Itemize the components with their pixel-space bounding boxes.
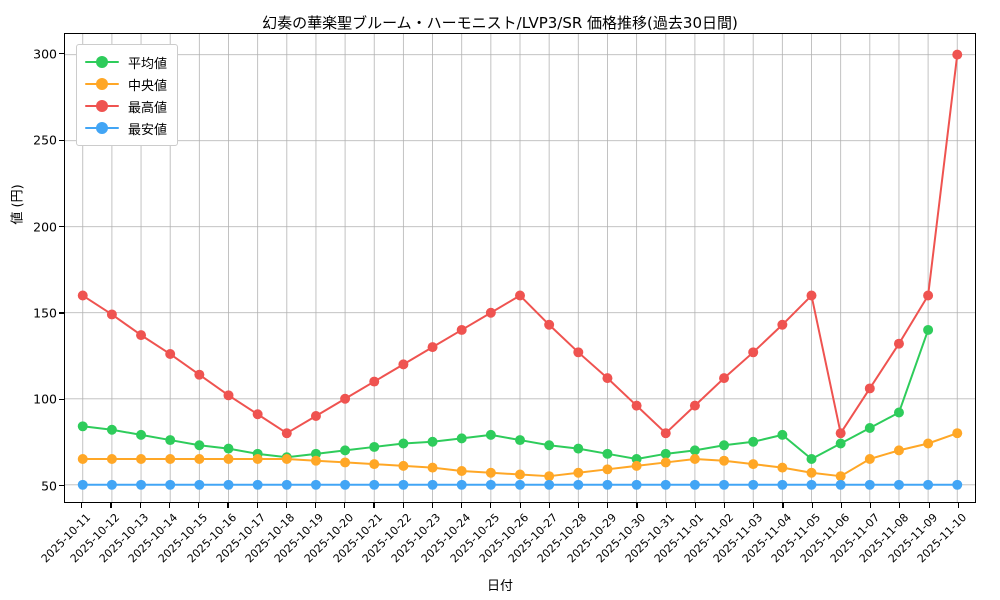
legend-item-label: 最高値 <box>128 100 168 116</box>
series-0 <box>77 324 934 464</box>
x-tick-mark <box>899 503 901 508</box>
x-tick-mark <box>81 503 83 508</box>
y-tick-label: 200 <box>33 219 57 235</box>
legend-marker-icon <box>85 99 119 113</box>
x-tick-mark <box>665 503 667 508</box>
x-tick-mark <box>548 503 550 508</box>
x-tick-mark <box>198 503 200 508</box>
x-tick-mark <box>811 503 813 508</box>
x-tick-mark <box>840 503 843 508</box>
x-tick-mark <box>928 503 930 508</box>
x-tick-mark <box>402 503 404 508</box>
legend-item-label: 平均値 <box>128 56 168 72</box>
x-tick-mark <box>957 503 959 508</box>
legend-item[interactable]: 最安値 <box>85 117 167 139</box>
y-tick-label: 300 <box>33 46 57 62</box>
x-tick-mark <box>782 503 784 508</box>
x-tick-mark <box>314 503 317 508</box>
chart-title: 幻奏の華楽聖ブルーム・ハーモニスト/LVP3/SR 価格推移(過去30日間) <box>262 14 738 32</box>
x-tick-mark <box>753 503 755 508</box>
x-tick-mark <box>607 503 609 508</box>
legend-marker-icon <box>85 77 119 91</box>
x-tick-mark <box>694 503 696 508</box>
series-2 <box>77 49 963 439</box>
x-axis-label: 日付 <box>486 579 513 594</box>
series-3 <box>77 479 963 490</box>
y-tick-label: 250 <box>33 132 57 148</box>
x-tick-mark <box>461 503 463 508</box>
legend-item[interactable]: 中央値 <box>85 73 167 95</box>
x-tick-mark <box>110 503 112 508</box>
x-tick-mark <box>636 503 638 508</box>
series-1 <box>77 428 963 482</box>
x-tick-mark <box>227 503 229 508</box>
legend-item-label: 最安値 <box>128 122 168 138</box>
y-tick-label: 100 <box>33 391 57 407</box>
x-tick-mark <box>519 503 521 508</box>
x-tick-mark <box>373 503 375 508</box>
y-tick-label: 150 <box>33 305 57 321</box>
x-tick-mark <box>577 503 580 508</box>
x-tick-mark <box>724 503 726 508</box>
x-tick-mark <box>168 503 171 508</box>
x-tick-mark <box>256 503 258 508</box>
legend-marker-icon <box>85 55 119 69</box>
grid-lines <box>65 34 975 502</box>
plot-area <box>64 33 976 503</box>
x-tick-mark <box>139 503 141 508</box>
x-tick-mark <box>344 503 346 508</box>
legend-item[interactable]: 最高値 <box>85 95 167 117</box>
legend-item[interactable]: 平均値 <box>85 51 167 73</box>
legend-marker-icon <box>85 121 119 135</box>
y-tick-label: 50 <box>41 478 57 494</box>
x-tick-mark <box>431 503 434 508</box>
chart-legend: 平均値中央値最高値最安値 <box>76 44 179 146</box>
legend-item-label: 中央値 <box>128 78 168 94</box>
x-tick-mark <box>285 503 287 508</box>
x-tick-mark <box>870 503 872 508</box>
y-axis-label: 値 (円) <box>10 184 26 225</box>
x-tick-mark <box>490 503 492 508</box>
plot-svg <box>65 34 975 502</box>
